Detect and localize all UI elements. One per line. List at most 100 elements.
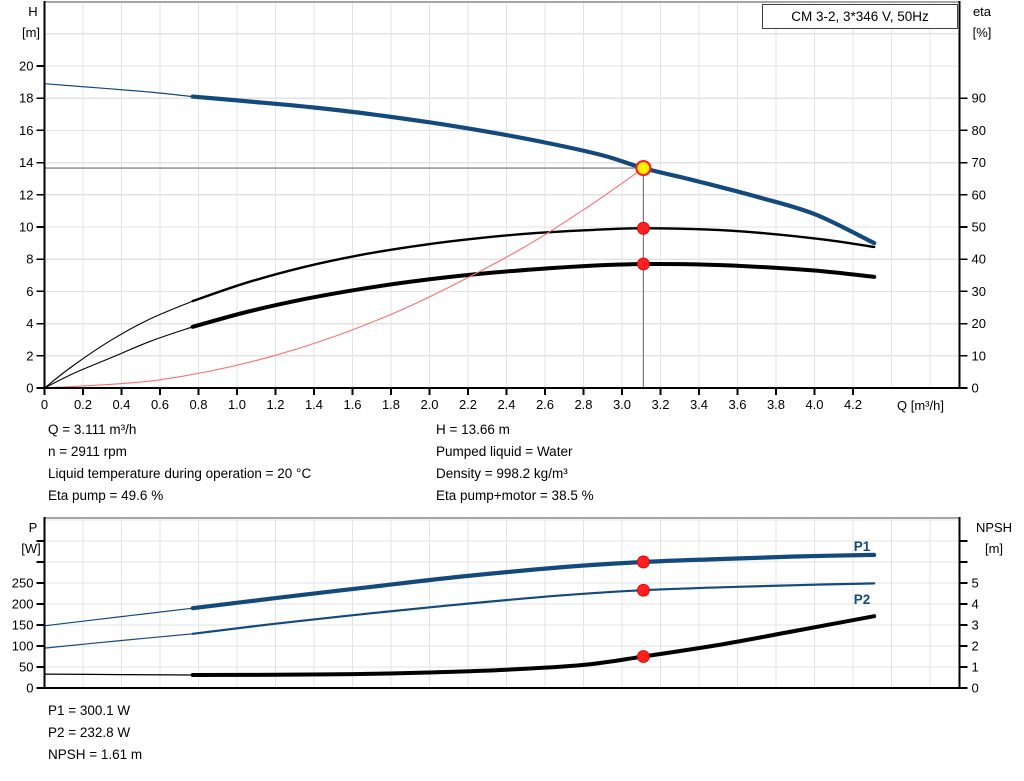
p2-curve-lead xyxy=(43,633,194,649)
p1-series-label: P1 xyxy=(854,539,871,554)
x-tick-label: 4.0 xyxy=(805,397,823,412)
right-tick-label: 5 xyxy=(972,576,979,591)
left-tick-label: 16 xyxy=(19,123,33,138)
duty-point[interactable] xyxy=(635,159,652,177)
x-tick-label: 3.2 xyxy=(651,397,669,412)
left-tick-label: 50 xyxy=(19,660,33,675)
right-tick-label: 50 xyxy=(972,220,986,235)
p1-curve-lead xyxy=(43,607,194,627)
x-tick-label: 3.8 xyxy=(767,397,785,412)
npsh-axis-unit: [m] xyxy=(985,541,1003,556)
eta-pump-curve xyxy=(191,227,876,303)
left-tick-label: 250 xyxy=(12,576,34,591)
x-tick-label: 2.4 xyxy=(497,397,515,412)
q-axis-title: Q [m³/h] xyxy=(897,398,944,413)
info-line: Pumped liquid = Water xyxy=(436,444,573,459)
npsh-point[interactable] xyxy=(636,650,650,663)
info-line: Density = 998.2 kg/m³ xyxy=(436,466,568,481)
info-line: H = 13.66 m xyxy=(436,422,510,437)
system-curve xyxy=(43,167,644,389)
right-tick-label: 90 xyxy=(972,91,986,106)
eta-pump-point[interactable] xyxy=(636,221,650,235)
right-tick-label: 80 xyxy=(972,123,986,138)
right-tick-label: 3 xyxy=(972,618,979,633)
x-tick-label: 3.6 xyxy=(728,397,746,412)
left-tick-label: 14 xyxy=(19,155,33,170)
p2-point[interactable] xyxy=(636,583,650,597)
duty-markers xyxy=(635,159,652,663)
info-line: NPSH = 1.61 m xyxy=(48,747,143,762)
x-tick-label: 0.4 xyxy=(112,397,130,412)
info-line: Eta pump = 49.6 % xyxy=(48,488,164,503)
left-tick-label: 18 xyxy=(19,91,33,106)
right-tick-label: 10 xyxy=(972,348,986,363)
left-tick-label: 100 xyxy=(12,639,34,654)
axes xyxy=(36,1,968,690)
duty-info-left: Q = 3.111 m³/h n = 2911 rpm Liquid tempera… xyxy=(48,419,311,507)
curves xyxy=(43,83,877,677)
head-curve xyxy=(190,94,877,246)
right-tick-label: 4 xyxy=(972,597,979,612)
p2-curve xyxy=(191,582,876,635)
crosshair-lines xyxy=(44,167,644,388)
x-tick-label: 1.2 xyxy=(266,397,284,412)
info-line: Liquid temperature during operation = 20… xyxy=(48,466,312,481)
h-axis-unit: [m] xyxy=(22,25,40,40)
power-info-block: P1 = 300.1 W P2 = 232.8 W NPSH = 1.61 m xyxy=(48,700,142,766)
head-curve-lead xyxy=(43,83,194,98)
npsh-curve-lead xyxy=(43,673,194,676)
p2-series-label: P2 xyxy=(854,592,871,607)
p1-curve xyxy=(190,552,877,611)
eta-pump-motor-curve xyxy=(190,261,877,329)
right-tick-label: 30 xyxy=(972,284,986,299)
npsh-axis-title: NPSH xyxy=(976,520,1012,535)
x-tick-label: 3.0 xyxy=(613,397,631,412)
left-tick-label: 2 xyxy=(26,348,33,363)
left-tick-label: 10 xyxy=(19,220,33,235)
right-tick-label: 0 xyxy=(972,681,979,696)
x-tick-label: 0.2 xyxy=(74,397,92,412)
x-tick-label: 0.8 xyxy=(189,397,207,412)
x-tick-label: 2.2 xyxy=(459,397,477,412)
right-tick-label: 70 xyxy=(972,155,986,170)
h-axis-title: H xyxy=(28,4,37,19)
x-tick-label: 3.4 xyxy=(690,397,708,412)
info-line: P2 = 232.8 W xyxy=(48,725,131,740)
left-tick-label: 200 xyxy=(12,597,34,612)
right-tick-label: 0 xyxy=(972,381,979,396)
right-tick-label: 60 xyxy=(972,187,986,202)
x-tick-label: 1.8 xyxy=(382,397,400,412)
pump-title-box: CM 3-2, 3*346 V, 50Hz xyxy=(762,4,958,29)
p-axis-title: P xyxy=(29,520,38,535)
x-tick-label: 4.2 xyxy=(844,397,862,412)
x-tick-label: 2.6 xyxy=(536,397,554,412)
x-tick-label: 1.6 xyxy=(343,397,361,412)
x-tick-label: 0 xyxy=(41,397,48,412)
p-axis-unit: [W] xyxy=(21,541,41,556)
left-tick-label: 0 xyxy=(26,681,33,696)
left-tick-label: 12 xyxy=(19,187,33,202)
duty-info-right: H = 13.66 m Pumped liquid = Water Density … xyxy=(436,419,594,507)
right-tick-label: 20 xyxy=(972,316,986,331)
x-tick-label: 2.0 xyxy=(420,397,438,412)
eta-axis-unit: [%] xyxy=(973,25,992,40)
right-tick-label: 2 xyxy=(972,639,979,654)
eta-pump-motor-curve-lead xyxy=(43,326,194,389)
info-line: n = 2911 rpm xyxy=(48,444,127,459)
left-tick-label: 150 xyxy=(12,618,34,633)
eta-pump-motor-point[interactable] xyxy=(636,257,650,271)
left-tick-label: 20 xyxy=(19,59,33,74)
right-tick-label: 1 xyxy=(972,660,979,675)
x-tick-label: 1.4 xyxy=(305,397,323,412)
x-tick-label: 0.6 xyxy=(151,397,169,412)
x-tick-label: 1.0 xyxy=(228,397,246,412)
x-tick-label: 2.8 xyxy=(574,397,592,412)
gridlines xyxy=(43,1,961,688)
info-line: Eta pump+motor = 38.5 % xyxy=(436,488,594,503)
info-line: P1 = 300.1 W xyxy=(48,703,131,718)
left-tick-label: 6 xyxy=(26,284,33,299)
left-tick-label: 8 xyxy=(26,252,33,267)
npsh-curve xyxy=(190,614,877,677)
p1-point[interactable] xyxy=(636,555,650,569)
